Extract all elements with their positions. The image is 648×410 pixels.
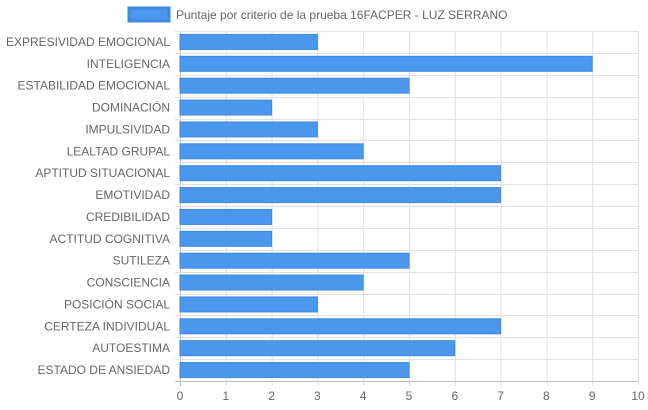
bar xyxy=(179,274,364,291)
x-tick-label: 7 xyxy=(497,389,504,403)
category-label: POSICIÓN SOCIAL xyxy=(64,296,170,311)
category-label: AUTOESTIMA xyxy=(92,341,170,355)
bar xyxy=(179,340,456,357)
x-tick-label: 6 xyxy=(451,389,458,403)
x-tick-label: 2 xyxy=(268,389,275,403)
category-label: ESTADO DE ANSIEDAD xyxy=(38,363,171,377)
x-tick-label: 1 xyxy=(222,389,229,403)
bar xyxy=(179,55,593,72)
category-label: APTITUD SITUACIONAL xyxy=(35,166,170,180)
category-label: CREDIBILIDAD xyxy=(86,210,170,224)
legend-swatch[interactable] xyxy=(127,6,171,23)
bar xyxy=(179,121,318,138)
bar xyxy=(179,318,502,335)
bar xyxy=(179,208,273,225)
bar xyxy=(179,230,273,247)
category-label: IMPULSIVIDAD xyxy=(85,122,170,136)
category-label: DOMINACIÓN xyxy=(92,100,170,115)
legend[interactable]: Puntaje por criterio de la prueba 16FACP… xyxy=(127,6,507,23)
x-tick-label: 3 xyxy=(314,389,321,403)
bar xyxy=(179,143,364,160)
category-label: ACTITUD COGNITIVA xyxy=(50,232,170,246)
bar xyxy=(179,77,410,94)
x-tick-label: 9 xyxy=(589,389,596,403)
x-tick-labels: 0 1 2 3 4 5 6 7 8 9 10 xyxy=(177,389,645,403)
category-label: LEALTAD GRUPAL xyxy=(67,144,171,158)
x-tick-label: 4 xyxy=(360,389,367,403)
bar xyxy=(179,252,410,269)
category-label: EMOTIVIDAD xyxy=(95,188,170,202)
bar-layer xyxy=(179,33,593,379)
category-label: SUTILEZA xyxy=(113,254,170,268)
category-label: ESTABILIDAD EMOCIONAL xyxy=(18,79,171,93)
bar xyxy=(179,296,318,313)
category-label: CONSCIENCIA xyxy=(87,276,170,290)
bar xyxy=(179,362,410,379)
bar xyxy=(179,165,502,182)
category-labels: EXPRESIVIDAD EMOCIONAL INTELIGENCIA ESTABI… xyxy=(6,35,170,377)
bar xyxy=(179,187,502,204)
category-label: INTELIGENCIA xyxy=(87,57,170,71)
legend-label[interactable]: Puntaje por criterio de la prueba 16FACP… xyxy=(176,8,507,22)
x-tick-label: 8 xyxy=(543,389,550,403)
bar xyxy=(179,33,318,50)
category-label: CERTEZA INDIVIDUAL xyxy=(44,319,170,333)
x-tick-label: 5 xyxy=(406,389,413,403)
bar xyxy=(179,99,273,116)
x-tick-label: 10 xyxy=(631,389,645,403)
x-tick-label: 0 xyxy=(177,389,184,403)
category-label: EXPRESIVIDAD EMOCIONAL xyxy=(6,35,170,49)
